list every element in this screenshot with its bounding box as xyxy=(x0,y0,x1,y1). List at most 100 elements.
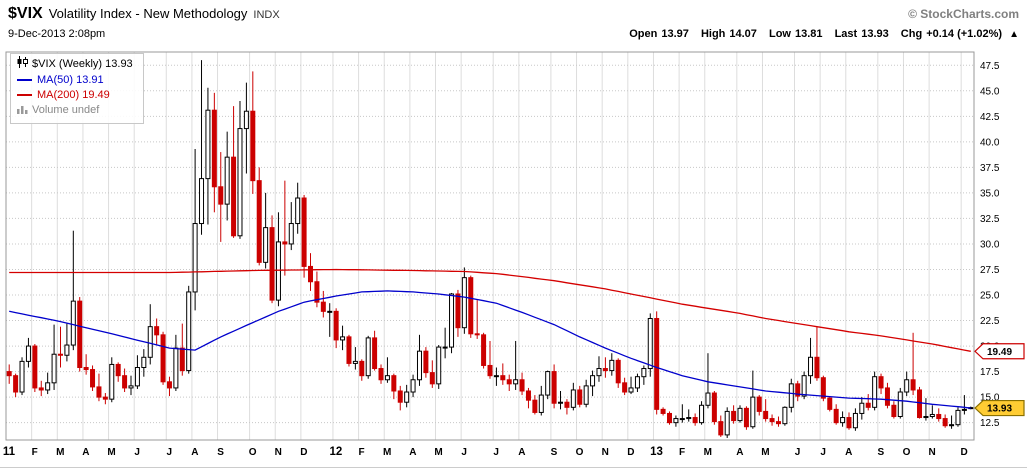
low-value: 13.81 xyxy=(794,28,823,40)
candle-body xyxy=(38,387,44,391)
candle-body xyxy=(859,402,865,414)
candlestick-icon xyxy=(17,56,28,73)
last-value: 13.93 xyxy=(861,28,889,40)
candle-body xyxy=(468,277,474,335)
candle-body xyxy=(128,385,134,389)
candle-body xyxy=(660,408,666,414)
candle-body xyxy=(134,367,140,387)
candle-body xyxy=(917,389,923,419)
candle-body xyxy=(801,375,807,397)
candle-body xyxy=(634,376,640,389)
candle-body xyxy=(686,417,692,420)
chart-legend: $VIX (Weekly) 13.93 MA(50) 13.91 MA(200)… xyxy=(10,53,144,124)
candle-body xyxy=(205,109,211,180)
candle-body xyxy=(282,241,288,245)
candle-body xyxy=(416,350,422,381)
symbol: $VIX xyxy=(8,5,43,22)
candle-body xyxy=(340,336,346,341)
candle-body xyxy=(577,389,583,405)
x-axis-month-label: J xyxy=(166,447,172,458)
candle-body xyxy=(275,241,281,301)
candle-body xyxy=(891,404,897,418)
candle-body xyxy=(384,375,390,381)
candle-body xyxy=(365,337,371,377)
candle-body xyxy=(795,383,801,397)
candle-body xyxy=(6,371,12,377)
candle-body xyxy=(519,379,525,392)
x-axis-month-label: A xyxy=(409,447,416,458)
candle-body xyxy=(808,356,814,377)
x-axis-year-label: 12 xyxy=(330,446,343,458)
candle-body xyxy=(269,227,275,301)
candle-body xyxy=(455,293,461,329)
candle-body xyxy=(827,397,833,410)
candle-body xyxy=(493,375,499,378)
chart-header: $VIX Volatility Index - New Methodology IN… xyxy=(8,5,1019,25)
candle-body xyxy=(115,363,121,377)
x-axis-month-label: M xyxy=(107,447,115,458)
x-axis-year-label: 11 xyxy=(3,446,16,458)
candle-body xyxy=(372,337,378,370)
candle-body xyxy=(615,359,621,384)
candle-body xyxy=(327,310,333,313)
candle-body xyxy=(256,180,262,263)
x-axis-month-label: J xyxy=(820,447,826,458)
candle-body xyxy=(525,390,531,401)
candle-body xyxy=(724,410,730,436)
candle-body xyxy=(788,383,794,408)
x-axis-month-label: O xyxy=(576,447,584,458)
ma200-line-swatch xyxy=(17,94,32,97)
candle-body xyxy=(551,371,557,404)
stockcharts-credit: © StockCharts.com xyxy=(908,7,1019,21)
candle-body xyxy=(436,346,442,385)
price-tag-value: 19.49 xyxy=(987,347,1012,358)
candle-body xyxy=(705,392,711,406)
candle-body xyxy=(308,265,314,283)
candle-body xyxy=(711,392,717,423)
candle-body xyxy=(237,128,243,237)
candle-body xyxy=(122,375,128,389)
x-axis-month-label: J xyxy=(795,447,801,458)
candle-body xyxy=(897,391,903,418)
x-axis-month-label: N xyxy=(275,447,282,458)
candle-body xyxy=(90,369,96,388)
high-value: 14.07 xyxy=(729,28,757,40)
last-price-tag xyxy=(974,399,1025,417)
candle-body xyxy=(397,390,403,403)
candle-body xyxy=(558,401,564,404)
candle-body xyxy=(936,413,942,420)
candle-body xyxy=(929,413,935,418)
candle-body xyxy=(147,326,153,358)
candle-body xyxy=(487,364,493,377)
candle-body xyxy=(263,227,269,263)
candle-body xyxy=(884,387,890,406)
y-axis-label: 42.5 xyxy=(980,112,1000,123)
legend-series-row: $VIX (Weekly) 13.93 xyxy=(17,56,133,73)
x-axis-month-label: D xyxy=(627,447,634,458)
candle-body xyxy=(622,382,628,393)
candle-body xyxy=(346,336,352,364)
candle-body xyxy=(692,417,698,424)
candle-body xyxy=(814,356,820,379)
x-axis-month-label: M xyxy=(704,447,712,458)
y-axis-label: 32.5 xyxy=(980,214,1000,225)
candle-body xyxy=(474,333,480,336)
candle-body xyxy=(763,410,769,420)
price-chart: 47.5 45.0 42.5 40.0 37.5 35.0 32.5 30.0 27.5 25.0… xyxy=(0,48,1027,467)
x-axis-month-label: A xyxy=(736,447,743,458)
candle-body xyxy=(949,424,955,427)
candle-body xyxy=(846,417,852,429)
candle-body xyxy=(391,375,397,392)
candle-body xyxy=(961,408,967,411)
x-axis-month-label: J xyxy=(493,447,499,458)
candle-body xyxy=(449,293,455,348)
chg-value: +0.14 (+1.02%) xyxy=(926,28,1003,40)
candle-body xyxy=(320,301,326,312)
quote-row: 9-Dec-2013 2:08pm Open 13.97 High 14.07 Lo… xyxy=(8,28,1019,44)
candle-body xyxy=(83,367,89,371)
candle-body xyxy=(102,396,108,400)
candle-body xyxy=(852,412,858,429)
candle-body xyxy=(442,346,448,349)
candle-body xyxy=(13,375,19,393)
x-axis-month-label: S xyxy=(217,447,224,458)
